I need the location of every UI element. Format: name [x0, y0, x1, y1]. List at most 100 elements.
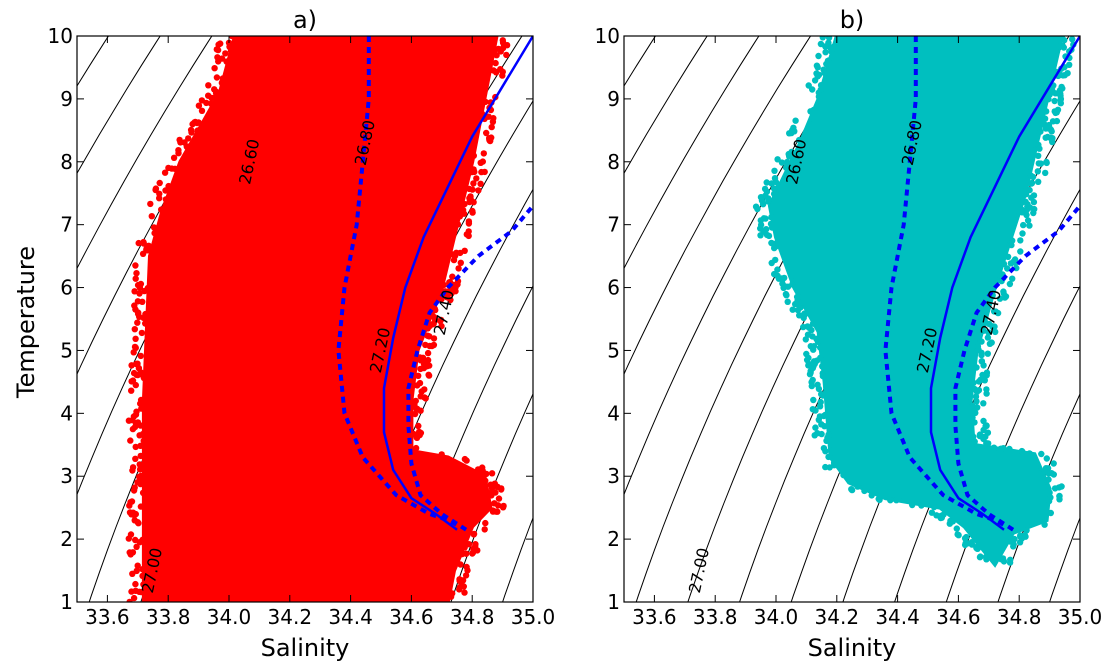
scatter-point: [126, 502, 132, 508]
scatter-point: [135, 519, 141, 525]
scatter-point: [979, 358, 985, 364]
scatter-point: [973, 364, 979, 370]
scatter-point: [771, 191, 777, 197]
x-tick-label: 33.6: [632, 605, 677, 629]
scatter-point: [472, 541, 478, 547]
scatter-point: [978, 350, 984, 356]
scatter-point: [175, 147, 181, 153]
scatter-point: [431, 342, 437, 348]
scatter-point: [980, 400, 986, 406]
scatter-point: [1038, 451, 1044, 457]
scatter-point: [138, 353, 144, 359]
scatter-point: [496, 495, 502, 501]
scatter-point: [985, 351, 991, 357]
scatter-point: [133, 361, 139, 367]
scatter-point: [1052, 108, 1058, 114]
x-tick-label: 33.8: [146, 605, 191, 629]
scatter-point: [140, 490, 146, 496]
scatter-point: [457, 213, 463, 219]
y-tick-label: 3: [60, 464, 73, 488]
y-tick-label: 8: [607, 150, 620, 174]
scatter-point: [1069, 36, 1075, 42]
scatter-point: [129, 467, 135, 473]
y-tick-label: 4: [60, 401, 73, 425]
scatter-point: [128, 388, 134, 394]
scatter-point: [479, 464, 485, 470]
scatter-point: [1036, 146, 1042, 152]
scatter-point: [808, 379, 814, 385]
scatter-point: [818, 391, 824, 397]
y-tick-label: 6: [60, 276, 73, 300]
scatter-point: [149, 213, 155, 219]
scatter-point: [765, 196, 771, 202]
scatter-point: [421, 386, 427, 392]
scatter-point: [157, 180, 163, 186]
scatter-point: [228, 44, 234, 50]
y-tick-label: 3: [607, 464, 620, 488]
scatter-point: [482, 520, 488, 526]
scatter-point: [804, 323, 810, 329]
scatter-point: [804, 357, 810, 363]
scatter-point: [418, 393, 424, 399]
scatter-point: [796, 312, 802, 318]
scatter-point: [462, 248, 468, 254]
scatter-point: [840, 472, 846, 478]
scatter-point: [1041, 522, 1047, 528]
scatter-point: [1019, 535, 1025, 541]
scatter-point: [449, 590, 455, 596]
scatter-point: [785, 299, 791, 305]
scatter-point: [1031, 199, 1037, 205]
scatter-point: [954, 531, 960, 537]
y-tick-label: 8: [60, 150, 73, 174]
scatter-point: [1005, 254, 1011, 260]
scatter-point: [771, 245, 777, 251]
scatter-point: [483, 130, 489, 136]
scatter-point: [130, 426, 136, 432]
scatter-point: [1044, 455, 1050, 461]
scatter-point: [129, 571, 135, 577]
scatter-point: [1035, 179, 1041, 185]
scatter-point: [142, 320, 148, 326]
scatter-point: [471, 153, 477, 159]
scatter-point: [796, 301, 802, 307]
scatter-point: [1054, 118, 1060, 124]
scatter-point: [493, 69, 499, 75]
scatter-point: [1019, 199, 1025, 205]
scatter-point: [188, 127, 194, 133]
scatter-point: [127, 437, 133, 443]
y-tick-label: 10: [595, 24, 620, 48]
scatter-point: [975, 343, 981, 349]
scatter-point: [772, 257, 778, 263]
scatter-point: [454, 281, 460, 287]
scatter-point: [753, 204, 759, 210]
x-tick-label: 34.2: [815, 605, 860, 629]
scatter-point: [143, 245, 149, 251]
scatter-point: [133, 345, 139, 351]
scatter-point: [131, 370, 137, 376]
scatter-point: [950, 518, 956, 524]
scatter-point: [812, 432, 818, 438]
scatter-point: [825, 454, 831, 460]
scatter-point: [1057, 97, 1063, 103]
y-tick-label: 5: [60, 338, 73, 362]
scatter-point: [821, 445, 827, 451]
scatter-point: [1056, 496, 1062, 502]
scatter-point: [134, 320, 140, 326]
scatter-point: [489, 470, 495, 476]
scatter-point: [139, 330, 145, 336]
scatter-point: [457, 584, 463, 590]
x-tick-label: 33.8: [693, 605, 738, 629]
scatter-point: [140, 251, 146, 257]
scatter-point: [478, 169, 484, 175]
scatter-point: [1023, 188, 1029, 194]
scatter-point: [414, 406, 420, 412]
y-tick-label: 7: [60, 213, 73, 237]
scatter-point: [818, 431, 824, 437]
scatter-point: [1061, 37, 1067, 43]
scatter-point: [490, 119, 496, 125]
scatter-point: [126, 535, 132, 541]
y-tick-label: 1: [607, 590, 620, 614]
scatter-point: [500, 69, 506, 75]
scatter-point: [774, 156, 780, 162]
